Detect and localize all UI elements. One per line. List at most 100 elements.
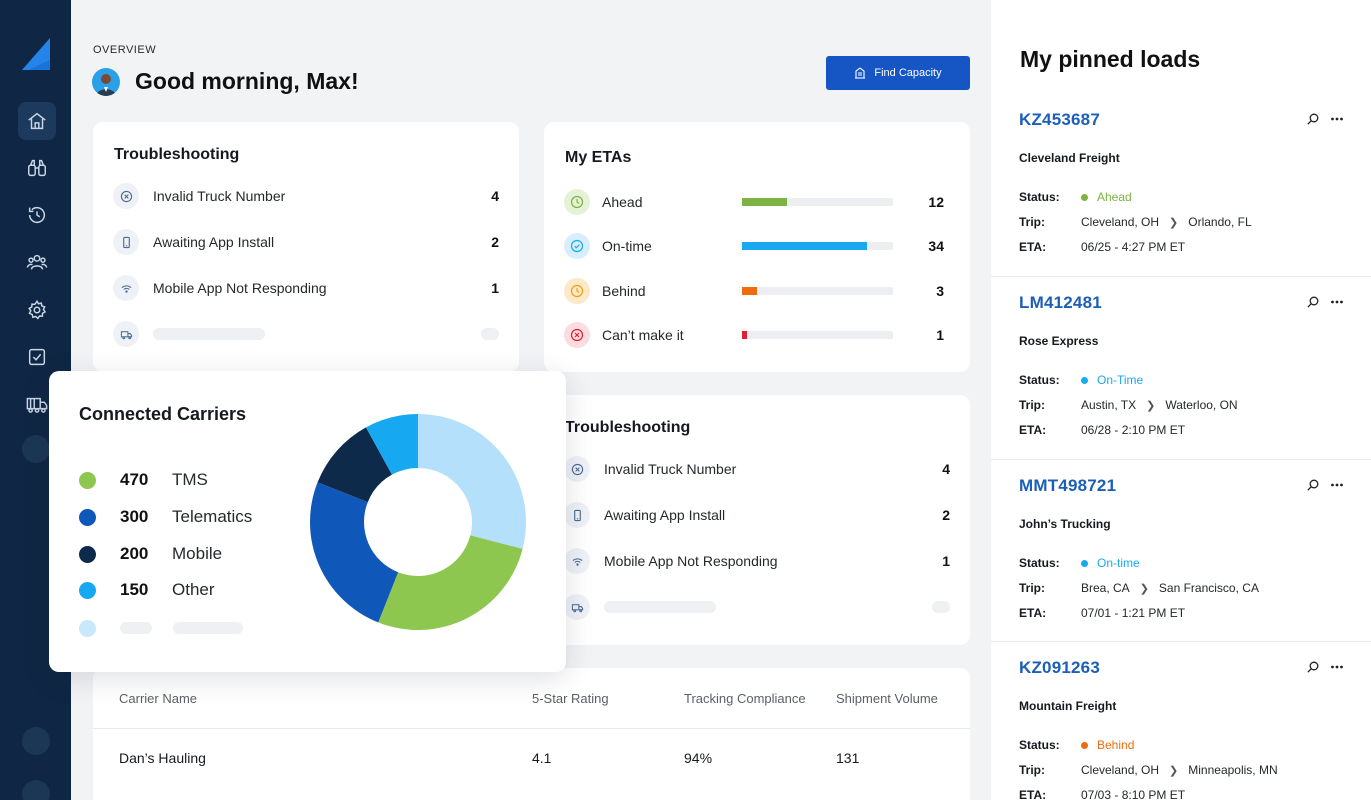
trip-origin: Cleveland, OH xyxy=(1081,215,1160,229)
chevron-right-icon: ❯ xyxy=(1146,399,1156,412)
eta-progress xyxy=(742,242,893,250)
list-item[interactable]: Invalid Truck Number 4 xyxy=(113,180,499,212)
nav-settings[interactable] xyxy=(18,291,56,329)
list-item-placeholder xyxy=(113,318,499,350)
status-badge: Ahead xyxy=(1081,190,1132,204)
donut-slice[interactable] xyxy=(378,535,523,630)
home-icon xyxy=(28,112,46,130)
load-actions xyxy=(1306,112,1344,126)
truck-icon xyxy=(564,594,590,620)
truck-icon xyxy=(113,321,139,347)
search-icon[interactable] xyxy=(1306,478,1320,492)
item-count: 1 xyxy=(942,553,950,569)
search-icon[interactable] xyxy=(1306,295,1320,309)
avatar[interactable] xyxy=(92,68,120,96)
load-actions xyxy=(1306,660,1344,674)
nav-users[interactable] xyxy=(18,243,56,281)
load-id[interactable]: KZ091263 xyxy=(1019,658,1100,677)
phone-icon xyxy=(564,502,590,528)
nav-find[interactable] xyxy=(18,149,56,187)
status-dot xyxy=(1081,376,1088,384)
donut-slice[interactable] xyxy=(317,427,392,503)
etas-card: My ETAs Ahead 12 On-time 34 Behind 3 Can… xyxy=(544,122,970,372)
legend-label: TMS xyxy=(172,470,208,489)
connected-carriers-card: Connected Carriers 470 TMS 300 Telematic… xyxy=(49,371,566,672)
eta-count: 3 xyxy=(936,283,944,299)
column-header[interactable]: 5-Star Rating xyxy=(532,691,609,706)
status-text: On-Time xyxy=(1097,373,1144,387)
load-id[interactable]: MMT498721 xyxy=(1019,476,1117,495)
item-label: Mobile App Not Responding xyxy=(604,553,778,569)
legend-item: 470 TMS xyxy=(79,468,208,492)
sidebar-placeholder xyxy=(22,435,50,463)
legend-label: Telematics xyxy=(172,507,253,526)
legend-value: 150 xyxy=(120,580,149,599)
panel-title: My pinned loads xyxy=(1020,46,1201,72)
nav-home[interactable] xyxy=(18,102,56,140)
load-actions xyxy=(1306,478,1344,492)
table-cell[interactable]: Dan’s Hauling xyxy=(119,750,206,766)
eta-row-cant-make-it[interactable]: Can’t make it 1 xyxy=(564,319,944,351)
load-id[interactable]: LM412481 xyxy=(1019,293,1102,312)
more-icon[interactable] xyxy=(1330,660,1344,674)
table-cell: 131 xyxy=(836,750,860,766)
donut-chart[interactable] xyxy=(307,411,529,633)
legend-swatch xyxy=(79,471,96,489)
column-header[interactable]: Carrier Name xyxy=(119,691,198,706)
eta-value: 06/28 - 2:10 PM ET xyxy=(1081,423,1186,437)
carrier-name: Mountain Freight xyxy=(1019,699,1117,713)
list-item[interactable]: Mobile App Not Responding 1 xyxy=(564,545,950,577)
column-header[interactable]: Shipment Volume xyxy=(836,691,938,706)
app-logo[interactable] xyxy=(22,38,52,70)
find-capacity-label: Find Capacity xyxy=(874,67,942,79)
nav-fleet[interactable] xyxy=(18,386,56,424)
eta-label: Ahead xyxy=(602,194,643,210)
sidebar-placeholder xyxy=(22,727,50,755)
item-label: Awaiting App Install xyxy=(604,507,726,523)
pinned-load-card[interactable]: MMT498721 John’s Trucking Status: On-tim… xyxy=(991,459,1371,641)
list-item[interactable]: Awaiting App Install 2 xyxy=(564,499,950,531)
table-cell: 94% xyxy=(684,750,713,766)
trip-label: Trip: xyxy=(1019,215,1045,229)
more-icon[interactable] xyxy=(1330,478,1344,492)
divider xyxy=(991,641,1371,642)
pinned-load-card[interactable]: KZ453687 Cleveland Freight Status: Ahead… xyxy=(991,100,1371,282)
pinned-load-card[interactable]: KZ091263 Mountain Freight Status: Behind… xyxy=(991,641,1371,800)
find-capacity-button[interactable]: Find Capacity xyxy=(826,56,970,90)
eta-row-behind[interactable]: Behind 3 xyxy=(564,275,944,307)
check-circle-icon xyxy=(564,233,590,259)
building-icon xyxy=(855,67,866,79)
donut-slice[interactable] xyxy=(365,414,418,475)
list-item[interactable]: Invalid Truck Number 4 xyxy=(564,453,950,485)
more-icon[interactable] xyxy=(1330,112,1344,126)
trip-route: Cleveland, OH ❯ Orlando, FL xyxy=(1081,215,1252,229)
item-label: Mobile App Not Responding xyxy=(153,280,327,296)
troubleshooting-card: Troubleshooting Invalid Truck Number 4 A… xyxy=(93,122,519,372)
eta-row-ontime[interactable]: On-time 34 xyxy=(564,230,944,262)
wifi-icon xyxy=(564,548,590,574)
pinned-load-card[interactable]: LM412481 Rose Express Status: On-Time Tr… xyxy=(991,276,1371,458)
donut-slice[interactable] xyxy=(310,482,399,623)
list-item[interactable]: Mobile App Not Responding 1 xyxy=(113,272,499,304)
eta-progress-fill xyxy=(742,331,747,339)
eta-progress xyxy=(742,198,893,206)
nav-history[interactable] xyxy=(18,196,56,234)
history-icon xyxy=(28,207,46,224)
trip-route: Cleveland, OH ❯ Minneapolis, MN xyxy=(1081,763,1278,777)
status-badge: Behind xyxy=(1081,738,1134,752)
carrier-name: Rose Express xyxy=(1019,334,1099,348)
card-title: Troubleshooting xyxy=(114,146,240,163)
search-icon[interactable] xyxy=(1306,112,1320,126)
load-id[interactable]: KZ453687 xyxy=(1019,110,1100,129)
list-item[interactable]: Awaiting App Install 2 xyxy=(113,226,499,258)
legend-item-placeholder xyxy=(79,616,243,640)
troubleshooting-card: Troubleshooting Invalid Truck Number 4 A… xyxy=(544,395,970,645)
nav-tasks[interactable] xyxy=(18,338,56,376)
legend-item: 200 Mobile xyxy=(79,542,222,566)
column-header[interactable]: Tracking Compliance xyxy=(684,691,806,706)
eta-count: 34 xyxy=(928,238,944,254)
more-icon[interactable] xyxy=(1330,295,1344,309)
donut-slice[interactable] xyxy=(418,414,526,549)
search-icon[interactable] xyxy=(1306,660,1320,674)
eta-row-ahead[interactable]: Ahead 12 xyxy=(564,186,944,218)
